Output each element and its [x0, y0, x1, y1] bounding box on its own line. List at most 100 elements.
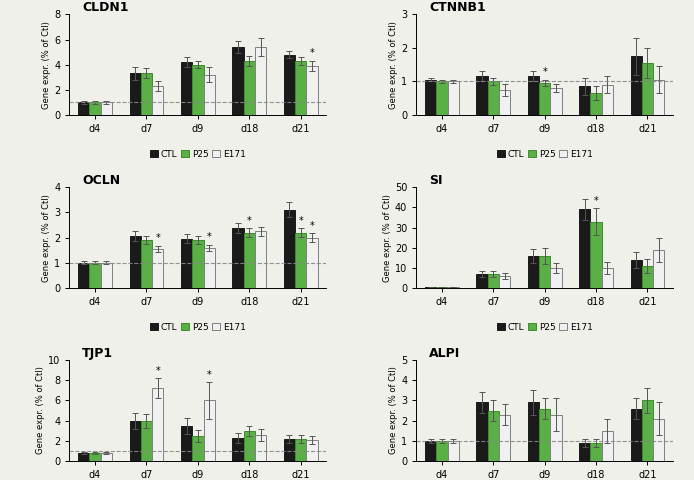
Bar	[476, 76, 488, 115]
Bar	[90, 263, 101, 288]
Bar	[295, 233, 306, 288]
Bar	[591, 221, 602, 288]
Bar	[579, 443, 591, 461]
Bar	[499, 90, 510, 115]
Bar	[255, 435, 266, 461]
Bar	[90, 453, 101, 461]
Bar	[539, 83, 550, 115]
Y-axis label: Gene expr. (% of Ctl): Gene expr. (% of Ctl)	[42, 21, 51, 108]
Bar	[181, 426, 192, 461]
Bar	[130, 420, 141, 461]
Bar	[141, 240, 152, 288]
Bar	[488, 82, 499, 115]
Text: *: *	[594, 196, 598, 206]
Bar	[192, 65, 203, 115]
Bar	[152, 388, 163, 461]
Bar	[642, 400, 653, 461]
Bar	[631, 56, 642, 115]
Bar	[78, 263, 90, 288]
Bar	[653, 80, 664, 115]
Bar	[130, 236, 141, 288]
Bar	[306, 238, 318, 288]
Text: OCLN: OCLN	[83, 174, 120, 187]
Text: *: *	[298, 216, 303, 226]
Bar	[203, 75, 215, 115]
Bar	[448, 287, 459, 288]
Bar	[203, 400, 215, 461]
Bar	[631, 408, 642, 461]
Bar	[488, 274, 499, 288]
Bar	[306, 66, 318, 115]
Text: SI: SI	[429, 174, 443, 187]
Bar	[653, 419, 664, 461]
Bar	[101, 102, 112, 115]
Bar	[550, 415, 561, 461]
Text: *: *	[542, 67, 547, 77]
Bar	[602, 268, 613, 288]
Bar	[295, 439, 306, 461]
Bar	[437, 82, 448, 115]
Bar	[244, 233, 255, 288]
Bar	[192, 240, 203, 288]
Bar	[425, 80, 437, 115]
Bar	[306, 440, 318, 461]
Bar	[425, 287, 437, 288]
Bar	[642, 63, 653, 115]
Bar	[232, 47, 244, 115]
Bar	[284, 439, 295, 461]
Legend: CTL, P25, E171: CTL, P25, E171	[150, 150, 246, 158]
Text: *: *	[310, 48, 314, 59]
Bar	[232, 228, 244, 288]
Legend: CTL, P25, E171: CTL, P25, E171	[497, 323, 593, 332]
Bar	[141, 420, 152, 461]
Bar	[499, 415, 510, 461]
Text: TJP1: TJP1	[83, 347, 113, 360]
Bar	[631, 260, 642, 288]
Bar	[602, 431, 613, 461]
Bar	[232, 438, 244, 461]
Y-axis label: Gene expr. (% of Ctl): Gene expr. (% of Ctl)	[36, 367, 45, 455]
Bar	[579, 209, 591, 288]
Bar	[152, 86, 163, 115]
Y-axis label: Gene expr. (% of Ctl): Gene expr. (% of Ctl)	[42, 193, 51, 282]
Bar	[653, 250, 664, 288]
Bar	[448, 82, 459, 115]
Bar	[488, 410, 499, 461]
Bar	[255, 231, 266, 288]
Bar	[527, 76, 539, 115]
Bar	[244, 431, 255, 461]
Bar	[476, 274, 488, 288]
Text: CTNNB1: CTNNB1	[429, 1, 486, 14]
Legend: CTL, P25, E171: CTL, P25, E171	[150, 323, 246, 332]
Text: CLDN1: CLDN1	[83, 1, 129, 14]
Y-axis label: Gene expr. (% of Ctl): Gene expr. (% of Ctl)	[383, 193, 392, 282]
Bar	[527, 256, 539, 288]
Bar	[181, 239, 192, 288]
Bar	[101, 263, 112, 288]
Bar	[602, 85, 613, 115]
Bar	[284, 55, 295, 115]
Bar	[579, 86, 591, 115]
Bar	[591, 443, 602, 461]
Bar	[448, 441, 459, 461]
Bar	[539, 256, 550, 288]
Bar	[499, 276, 510, 288]
Bar	[539, 408, 550, 461]
Text: *: *	[247, 216, 252, 226]
Bar	[192, 436, 203, 461]
Y-axis label: Gene expr. (% of Ctl): Gene expr. (% of Ctl)	[389, 21, 398, 108]
Bar	[130, 73, 141, 115]
Bar	[78, 102, 90, 115]
Text: *: *	[207, 370, 212, 380]
Text: *: *	[207, 232, 212, 242]
Bar	[476, 403, 488, 461]
Text: ALPI: ALPI	[429, 347, 460, 360]
Y-axis label: Gene expr. (% of Ctl): Gene expr. (% of Ctl)	[389, 367, 398, 455]
Bar	[550, 268, 561, 288]
Bar	[181, 62, 192, 115]
Bar	[101, 453, 112, 461]
Bar	[550, 88, 561, 115]
Bar	[437, 287, 448, 288]
Bar	[642, 266, 653, 288]
Bar	[295, 61, 306, 115]
